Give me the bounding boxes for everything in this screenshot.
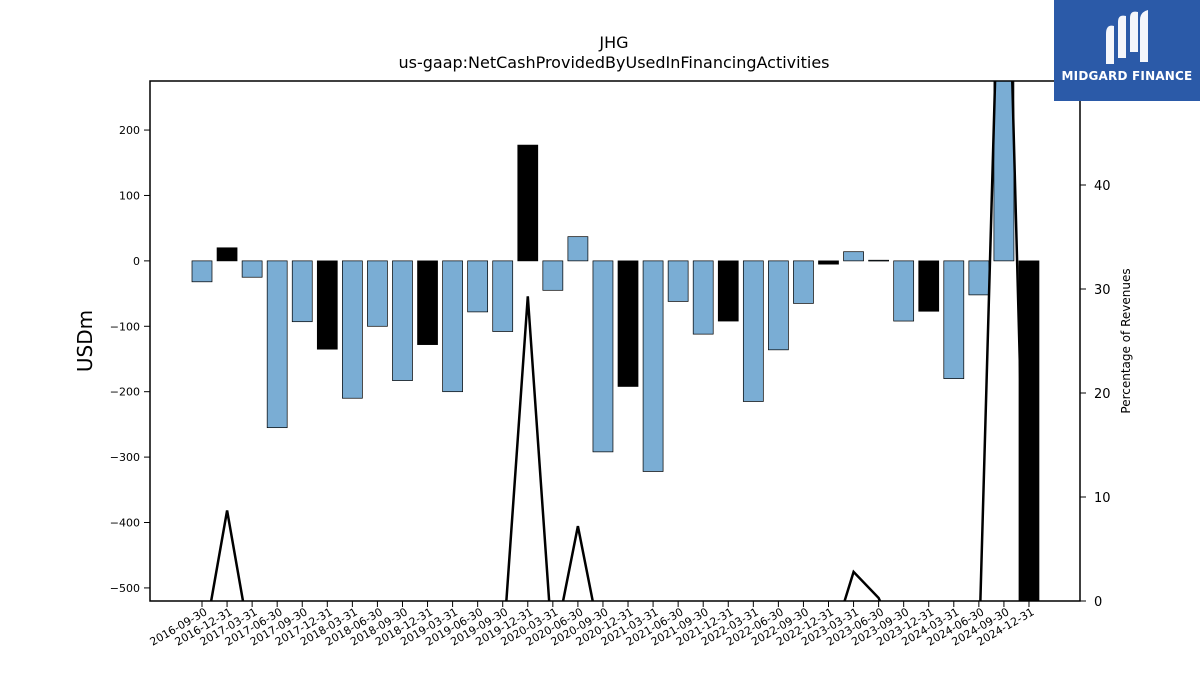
bar-2020-12-31 [617, 260, 639, 387]
bar-2022-03-31 [742, 260, 764, 402]
bar-2021-12-31 [717, 260, 739, 322]
bar-2017-09-30 [291, 260, 313, 323]
bar-2016-09-30 [191, 260, 213, 283]
bar-2020-06-30 [567, 236, 589, 262]
midgard-finance-logo: MIDGARD FINANCE [1054, 0, 1200, 101]
bar-2022-06-30 [768, 260, 789, 351]
bar-2021-06-30 [667, 260, 689, 302]
bar-2017-12-31 [316, 260, 338, 350]
chart-title: JHG [598, 33, 628, 52]
bar-series [191, 80, 1040, 602]
bar-2024-03-31 [943, 260, 965, 379]
bar-2024-09-30 [993, 80, 1015, 262]
y2-tick-label: 30 [1094, 283, 1111, 298]
bar-2018-03-31 [342, 260, 363, 399]
bar-2020-03-31 [542, 260, 564, 291]
bar-2017-06-30 [266, 260, 288, 429]
y-tick-label: −200 [110, 386, 140, 399]
bar-2024-06-30 [968, 260, 990, 296]
y2-tick-label: 20 [1094, 387, 1111, 402]
bar-2022-12-31 [818, 260, 839, 265]
bar-2021-03-31 [642, 260, 664, 472]
y-tick-label: 0 [133, 255, 140, 268]
y-tick-label: −100 [110, 320, 140, 333]
logo-mark-icon [1106, 10, 1148, 64]
y-tick-label: 100 [119, 189, 140, 202]
bar-2023-09-30 [893, 260, 915, 322]
chart-subtitle: us-gaap:NetCashProvidedByUsedInFinancing… [398, 53, 829, 72]
x-axis: 2016-09-302016-12-312017-03-312017-06-30… [148, 601, 1036, 649]
y2-tick-label: 40 [1094, 179, 1111, 194]
y2-tick-label: 10 [1094, 491, 1111, 506]
bar-2018-09-30 [392, 260, 413, 381]
bar-2018-12-31 [417, 260, 438, 345]
bar-2023-06-30 [868, 259, 889, 262]
logo-text: MIDGARD FINANCE [1061, 69, 1193, 83]
y-axis-label: USDm [73, 310, 97, 372]
bar-2019-12-31 [517, 144, 539, 262]
y2-tick-label: 0 [1094, 595, 1102, 610]
bar-2019-06-30 [467, 260, 489, 313]
y-tick-label: −500 [110, 582, 140, 595]
bar-2017-03-31 [241, 260, 263, 278]
bar-2019-09-30 [492, 260, 514, 332]
bar-2020-09-30 [592, 260, 614, 453]
bar-2019-03-31 [442, 260, 463, 393]
y2-axis-label: Percentage of Revenues [1119, 268, 1133, 413]
bar-2023-12-31 [918, 260, 940, 312]
bar-2022-09-30 [793, 260, 814, 304]
y-tick-label: 200 [119, 124, 140, 137]
y-tick-label: −300 [110, 451, 140, 464]
bar-2018-06-30 [367, 260, 388, 327]
y-axis-left: −500 −400 −300 −200 −100 0 100 200 [110, 124, 150, 595]
y-axis-right: 0 10 20 30 40 [1080, 179, 1111, 610]
bar-2016-12-31 [216, 247, 238, 262]
bar-2021-09-30 [692, 260, 714, 335]
y-tick-label: −400 [110, 517, 140, 530]
bar-2023-03-31 [843, 251, 864, 262]
plot-frame [149, 80, 1081, 602]
